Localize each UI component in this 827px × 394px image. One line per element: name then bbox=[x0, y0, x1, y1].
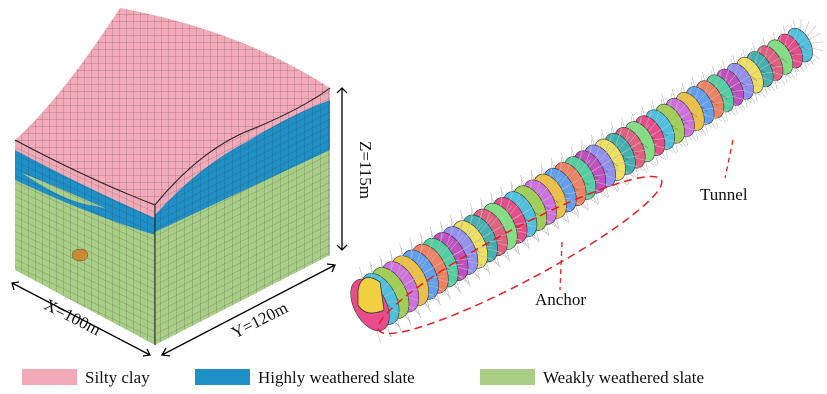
legend-swatch bbox=[480, 369, 535, 385]
anchor-label: Anchor bbox=[535, 290, 586, 309]
legend-label: Highly weathered slate bbox=[258, 368, 415, 387]
legend: Silty clay Highly weathered slate Weakly… bbox=[22, 368, 704, 387]
soil-block bbox=[15, 8, 330, 345]
legend-label: Silty clay bbox=[85, 368, 150, 387]
figure: Z=115m X=100m Y=120m Tunnel Anchor Silty… bbox=[0, 0, 827, 394]
z-dimension-label: Z=115m bbox=[356, 141, 375, 199]
legend-label: Weakly weathered slate bbox=[543, 368, 704, 387]
tunnel-part bbox=[358, 278, 384, 314]
legend-swatch bbox=[195, 369, 250, 385]
tunnel-label: Tunnel bbox=[700, 185, 748, 204]
legend-swatch bbox=[22, 369, 77, 385]
